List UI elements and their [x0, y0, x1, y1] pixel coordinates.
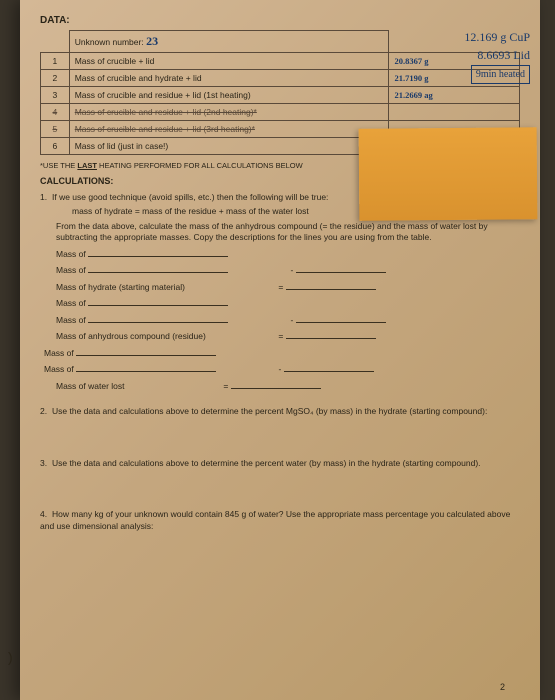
sticky-note: [359, 127, 538, 221]
side-note-2: 8.6693 Lid: [464, 46, 530, 64]
worksheet-paper: DATA: Unknown number: 23 1 Mass of cruci…: [20, 0, 540, 700]
table-row: 1 Mass of crucible + lid 20.8367 g: [41, 53, 520, 70]
unknown-value: 23: [146, 34, 158, 48]
question-3: 3.Use the data and calculations above to…: [40, 458, 520, 469]
handwritten-side-notes: 12.169 g CuP 8.6693 Lid 9min heated: [464, 28, 530, 84]
binding-mark: ): [8, 649, 13, 665]
data-heading: DATA:: [40, 15, 520, 26]
table-row: 4 Mass of crucible and residue + lid (2n…: [41, 104, 520, 121]
table-row: 3 Mass of crucible and residue + lid (1s…: [41, 87, 520, 104]
unknown-row: Unknown number: 23: [41, 31, 520, 53]
side-note-1: 12.169 g CuP: [464, 28, 530, 46]
calculations-label: CALCULATIONS:: [40, 176, 113, 186]
unknown-label: Unknown number:: [75, 37, 144, 47]
question-2: 2.Use the data and calculations above to…: [40, 406, 520, 417]
table-row: 2 Mass of crucible and hydrate + lid 21.…: [41, 70, 520, 87]
question-1: 1.If we use good technique (avoid spills…: [40, 192, 520, 392]
side-note-3: 9min heated: [471, 65, 530, 84]
page-number: 2: [500, 682, 505, 692]
question-4: 4.How many kg of your unknown would cont…: [40, 509, 520, 532]
